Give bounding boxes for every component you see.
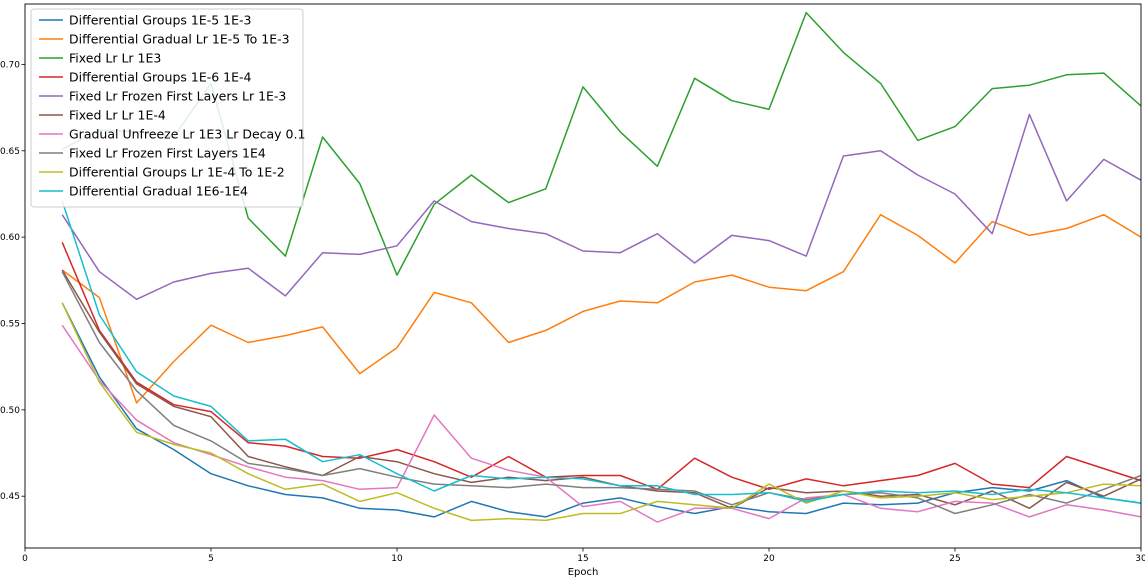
x-axis-label: Epoch [568,567,599,577]
x-tick-label: 10 [391,554,403,564]
x-tick-label: 30 [1135,554,1145,564]
legend-label: Differential Groups 1E-5 1E-3 [69,13,252,28]
y-tick-label: 0.70 [0,60,20,70]
legend-label: Fixed Lr Frozen First Layers 1E4 [69,146,266,161]
series-line-1 [61,302,1142,518]
x-tick-label: 15 [577,554,588,564]
axes: 0 5 10 15 20 25 30 0.45 0.50 0.55 0.60 0.65 0.70 [0,3,1145,564]
y-tick-label: 0.55 [0,319,20,329]
x-tick-label: 20 [763,554,775,564]
y-tick-label: 0.65 [0,147,20,157]
series-line-7 [61,324,1142,523]
series-line-9 [61,302,1142,522]
legend-label: Fixed Lr Frozen First Layers Lr 1E-3 [69,89,286,104]
legend-label: Gradual Unfreeze Lr 1E3 Lr Decay 0.1 [69,127,305,142]
x-tick-label: 25 [949,554,960,564]
legend-label: Fixed Lr Lr 1E-4 [69,108,166,123]
y-tick-label: 0.45 [0,492,20,502]
series-line-4 [61,242,1142,491]
series-line-8 [61,271,1142,515]
legend-label: Differential Groups 1E-6 1E-4 [69,70,252,85]
legend: Differential Groups 1E-5 1E-3 Differentia… [30,8,305,208]
legend-label: Differential Gradual 1E6-1E4 [69,184,248,199]
legend-box [30,8,304,208]
series-line-10 [61,200,1142,504]
legend-label: Differential Gradual Lr 1E-5 To 1E-3 [69,32,290,47]
series-line-6 [61,269,1142,510]
legend-label: Differential Groups Lr 1E-4 To 1E-2 [69,165,285,180]
series-line-5 [61,113,1142,301]
y-tick-label: 0.50 [0,406,20,416]
series-line-2 [61,213,1142,404]
legend-label: Fixed Lr Lr 1E3 [69,51,161,66]
y-tick-label: 0.60 [0,233,20,243]
x-tick-label: 0 [22,554,28,564]
x-tick-label: 5 [208,554,214,564]
